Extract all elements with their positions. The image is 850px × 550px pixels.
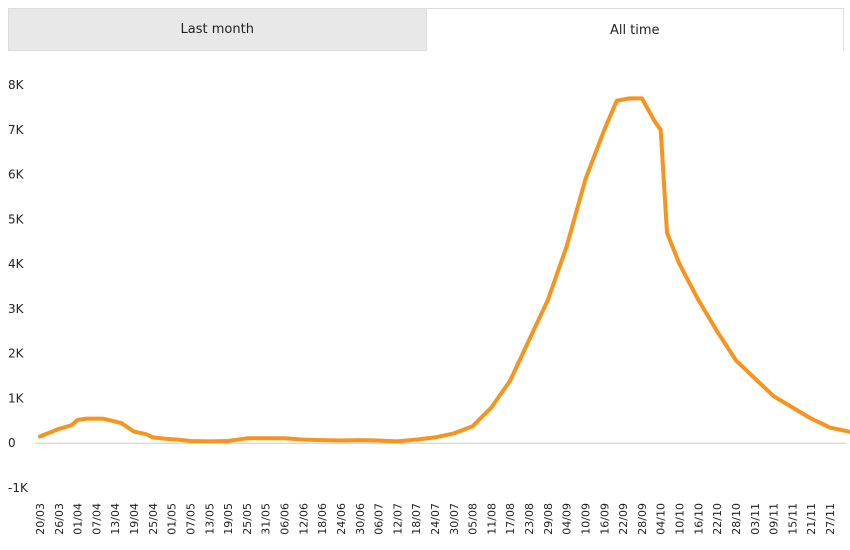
x-tick-label: 12/06 bbox=[297, 503, 310, 535]
x-tick-label: 26/03 bbox=[53, 503, 66, 535]
y-tick-label: 3K bbox=[8, 302, 25, 316]
series-line bbox=[38, 96, 850, 444]
range-tabs: Last month All time bbox=[8, 8, 844, 51]
x-tick-label: 25/05 bbox=[241, 503, 254, 535]
x-tick-label: 15/11 bbox=[786, 503, 799, 535]
x-tick-label: 29/08 bbox=[542, 503, 555, 535]
x-tick-label: 27/11 bbox=[824, 503, 837, 535]
y-tick-label: 1K bbox=[8, 391, 25, 405]
x-tick-label: 13/04 bbox=[109, 503, 122, 535]
y-tick-label: 2K bbox=[8, 347, 25, 361]
x-tick-label: 05/08 bbox=[467, 503, 480, 535]
x-tick-label: 18/07 bbox=[410, 503, 423, 535]
x-tick-label: 18/06 bbox=[316, 503, 329, 535]
x-tick-label: 31/05 bbox=[260, 503, 273, 535]
y-tick-label: 7K bbox=[8, 123, 25, 137]
x-tick-label: 13/05 bbox=[203, 503, 216, 535]
x-tick-label: 04/10 bbox=[655, 503, 668, 535]
y-tick-label: 5K bbox=[8, 212, 25, 226]
x-tick-label: 11/08 bbox=[485, 503, 498, 535]
x-tick-label: 04/09 bbox=[561, 503, 574, 535]
x-tick-label: 30/06 bbox=[354, 503, 367, 535]
x-tick-label: 19/04 bbox=[128, 503, 141, 535]
x-tick-label: 01/04 bbox=[72, 503, 85, 535]
x-tick-label: 17/08 bbox=[504, 503, 517, 535]
x-tick-label: 07/05 bbox=[184, 503, 197, 535]
x-tick-label: 24/06 bbox=[335, 503, 348, 535]
x-tick-label: 16/09 bbox=[598, 503, 611, 535]
tab-last-month[interactable]: Last month bbox=[8, 8, 426, 51]
x-tick-label: 22/09 bbox=[617, 503, 630, 535]
y-tick-label: -1K bbox=[8, 481, 29, 495]
x-tick-label: 06/06 bbox=[279, 503, 292, 535]
y-tick-label: 4K bbox=[8, 257, 25, 271]
tab-all-time[interactable]: All time bbox=[425, 8, 844, 51]
x-tick-label: 10/10 bbox=[674, 503, 687, 535]
x-tick-label: 19/05 bbox=[222, 503, 235, 535]
x-tick-label: 21/11 bbox=[805, 503, 818, 535]
x-tick-label: 24/07 bbox=[429, 503, 442, 535]
y-tick-label: 6K bbox=[8, 168, 25, 182]
x-tick-label: 20/03 bbox=[34, 503, 47, 535]
x-tick-label: 10/09 bbox=[579, 503, 592, 535]
x-tick-label: 28/10 bbox=[730, 503, 743, 535]
x-tick-label: 23/08 bbox=[523, 503, 536, 535]
y-tick-label: 8K bbox=[8, 78, 25, 92]
x-tick-label: 25/04 bbox=[147, 503, 160, 535]
x-tick-label: 28/09 bbox=[636, 503, 649, 535]
x-tick-label: 07/04 bbox=[90, 503, 103, 535]
x-tick-label: 22/10 bbox=[711, 503, 724, 535]
x-tick-label: 12/07 bbox=[391, 503, 404, 535]
x-tick-label: 09/11 bbox=[768, 503, 781, 535]
y-tick-label: 0 bbox=[8, 436, 16, 450]
x-tick-label: 30/07 bbox=[448, 503, 461, 535]
x-tick-label: 03/11 bbox=[749, 503, 762, 535]
x-tick-label: 16/10 bbox=[692, 503, 705, 535]
x-tick-label: 01/05 bbox=[166, 503, 179, 535]
x-tick-label: 06/07 bbox=[373, 503, 386, 535]
